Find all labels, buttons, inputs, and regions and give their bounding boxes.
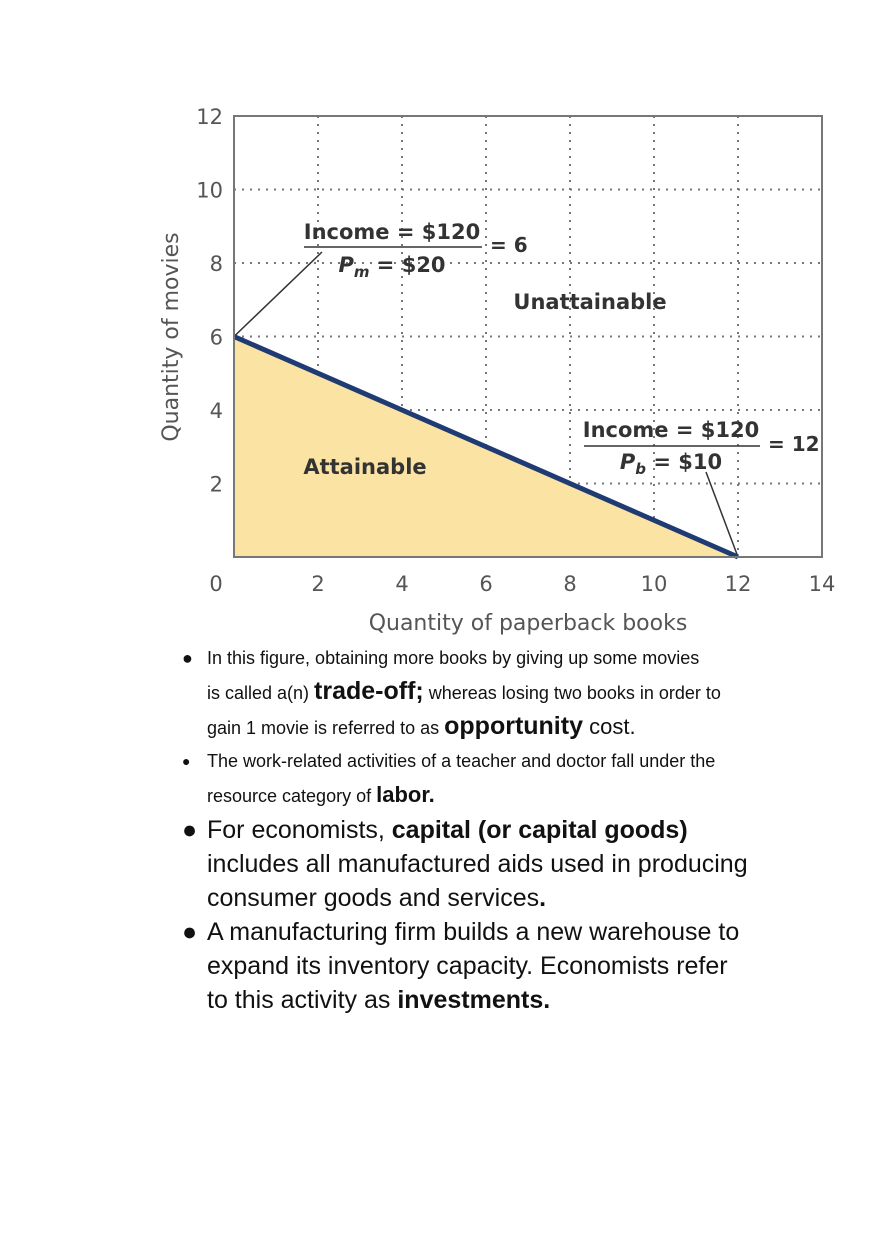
note-text: A manufacturing firm builds a new wareho… [207, 918, 740, 946]
leader-line [705, 471, 739, 558]
x-axis-ticks: 0 2 4 6 8 10 12 14 [209, 572, 835, 596]
note-text: expand its inventory capacity. Economist… [207, 952, 728, 980]
plot-frame [233, 115, 823, 558]
x-tick-label: 12 [725, 572, 752, 596]
note-text: is called a(n) [207, 683, 315, 703]
annotation-denominator: Pb = $10 [620, 450, 722, 478]
annotation-numerator: Income = $120 [583, 418, 759, 442]
attainable-label: Attainable [303, 455, 426, 479]
key-term-labor: labor. [376, 782, 435, 807]
key-term-capital: capital (or capital goods) [391, 816, 688, 844]
books-intercept-annotation: Income = $120 Pb = $10 = 12 [583, 418, 820, 478]
leader-line [233, 251, 323, 338]
bullet-icon: ● [182, 753, 191, 769]
y-tick-label: 2 [210, 473, 223, 497]
period: . [539, 884, 547, 912]
y-tick-label: 10 [196, 179, 223, 203]
annotation-result: = 12 [768, 432, 820, 456]
budget-line [232, 334, 740, 560]
list-item: ● In this figure, obtaining more books b… [182, 642, 822, 745]
x-tick-label: 6 [479, 572, 492, 596]
notes-list: ● In this figure, obtaining more books b… [182, 642, 822, 1017]
note-text: cost. [582, 714, 636, 739]
x-tick-label: 10 [641, 572, 668, 596]
unattainable-label: Unattainable [513, 290, 666, 314]
list-item: ● A manufacturing firm builds a new ware… [182, 915, 822, 1017]
key-term-investments: investments. [397, 986, 551, 1014]
note-text: gain 1 movie is referred to as [207, 718, 445, 738]
y-axis-label: Quantity of movies [159, 232, 184, 441]
list-item: ● For economists, capital (or capital go… [182, 813, 822, 915]
key-term-trade-off: trade-off; [314, 677, 424, 705]
annotation-numerator: Income = $120 [304, 220, 480, 244]
movies-intercept-annotation: Income = $120 Pm = $20 = 6 [304, 220, 528, 281]
y-tick-label: 8 [210, 252, 223, 276]
x-tick-label: 14 [809, 572, 836, 596]
note-text: to this activity as [207, 986, 398, 1014]
x-tick-label: 8 [563, 572, 576, 596]
bullet-icon: ● [182, 816, 198, 844]
bullet-icon: ● [182, 648, 193, 668]
annotation-result: = 6 [490, 233, 528, 257]
bullet-icon: ● [182, 918, 198, 946]
y-tick-label: 12 [196, 105, 223, 129]
note-text: whereas losing two books in order to [423, 683, 721, 703]
annotation-denominator: Pm = $20 [338, 253, 445, 281]
budget-line-chart: 0 2 4 6 8 10 12 14 2 4 6 8 10 12 Quantity of paperba… [159, 105, 835, 636]
note-text: The work-related activities of a teacher… [207, 751, 716, 771]
x-tick-label: 0 [209, 572, 222, 596]
note-text: includes all manufactured aids used in p… [207, 850, 748, 878]
note-text: For economists, [207, 816, 392, 844]
annotation-leaders [233, 251, 739, 558]
x-axis-label: Quantity of paperback books [369, 611, 688, 636]
y-tick-label: 4 [210, 399, 223, 423]
note-text: consumer goods and services [207, 884, 540, 912]
list-item: ● The work-related activities of a teach… [182, 745, 822, 813]
x-tick-label: 2 [311, 572, 324, 596]
key-term-opportunity: opportunity [444, 712, 583, 740]
note-text: In this figure, obtaining more books by … [207, 648, 700, 668]
note-text: resource category of [207, 786, 377, 806]
y-axis-ticks: 2 4 6 8 10 12 [196, 105, 223, 497]
y-tick-label: 6 [210, 326, 223, 350]
x-tick-label: 4 [395, 572, 408, 596]
